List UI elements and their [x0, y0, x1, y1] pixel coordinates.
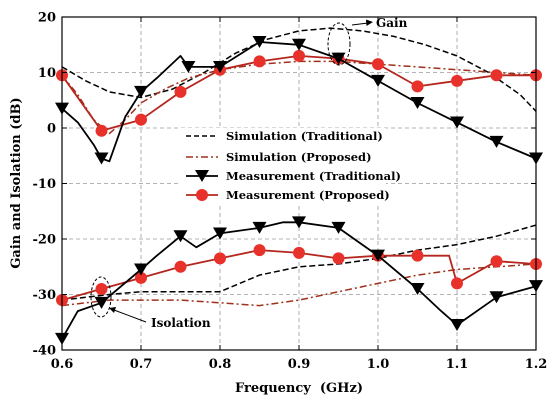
data-point-measurement-proposed	[214, 252, 226, 265]
y-tick-label: -40	[33, 344, 57, 359]
data-point-measurement-traditional	[94, 152, 109, 165]
x-tick-label: 1.2	[525, 357, 548, 372]
isolation-arrow	[113, 309, 147, 323]
legend-item-measurement-proposed: Measurement (Proposed)	[186, 188, 390, 202]
data-point-measurement-proposed	[253, 55, 266, 68]
series-measurement-traditional	[55, 35, 543, 345]
data-point-measurement-traditional	[371, 249, 385, 262]
y-tick-label: -10	[33, 177, 57, 192]
data-point-measurement-proposed	[135, 271, 147, 284]
legend-background	[180, 128, 386, 204]
legend-marker-measurement-traditional	[195, 170, 209, 182]
data-point-measurement-traditional	[213, 227, 227, 240]
data-point-measurement-proposed	[253, 244, 266, 257]
data-point-measurement-traditional	[213, 60, 227, 73]
data-point-measurement-traditional	[371, 74, 385, 87]
y-tick-label: 0	[47, 122, 56, 137]
data-point-measurement-proposed	[372, 58, 384, 71]
data-point-measurement-traditional	[134, 85, 148, 98]
legend-item-simulation-proposed: Simulation (Proposed)	[186, 150, 372, 164]
data-point-measurement-traditional	[450, 319, 464, 332]
isolation-label: Isolation	[151, 316, 211, 330]
x-tick-label: 0.8	[209, 357, 232, 372]
x-tick-label: 0.9	[288, 357, 311, 372]
legend-item-measurement-traditional: Measurement (Traditional)	[186, 169, 401, 183]
x-tick-label: 1.0	[367, 357, 390, 372]
x-tick-label: 0.6	[51, 357, 74, 372]
data-point-measurement-traditional	[331, 221, 346, 234]
legend-label-simulation-proposed: Simulation (Proposed)	[226, 150, 372, 164]
series-line-simulation-proposed-isolation	[61, 263, 537, 307]
y-tick-label: -20	[33, 233, 57, 248]
data-point-measurement-proposed	[451, 74, 463, 87]
legend: Simulation (Traditional) Simulation (Pro…	[180, 128, 401, 204]
data-point-measurement-proposed	[293, 49, 305, 62]
data-point-measurement-traditional	[173, 230, 188, 243]
data-point-measurement-proposed	[451, 277, 463, 290]
data-point-measurement-traditional	[410, 97, 425, 110]
data-point-measurement-traditional	[134, 263, 148, 276]
data-point-measurement-traditional	[450, 116, 464, 129]
isolation-annotation: Isolation	[90, 276, 211, 330]
legend-label-measurement-traditional: Measurement (Traditional)	[226, 169, 401, 183]
data-point-measurement-traditional	[94, 296, 109, 309]
data-point-measurement-proposed	[332, 252, 345, 265]
legend-label-simulation-traditional: Simulation (Traditional)	[226, 129, 383, 143]
data-point-measurement-proposed	[490, 69, 503, 82]
data-point-measurement-proposed	[95, 124, 108, 137]
gain-arrow	[351, 22, 369, 26]
data-point-measurement-traditional	[181, 60, 196, 73]
data-point-measurement-traditional	[292, 216, 306, 229]
y-tick-label: -30	[33, 288, 57, 303]
series-line-simulation-traditional-gain	[61, 27, 537, 112]
data-point-measurement-proposed	[174, 260, 187, 273]
gain-label: Gain	[376, 16, 408, 30]
data-point-measurement-proposed	[490, 255, 503, 268]
data-point-measurement-proposed	[135, 113, 147, 126]
data-point-measurement-traditional	[292, 38, 306, 51]
y-tick-label: 20	[38, 11, 56, 26]
series-line-simulation-traditional-isolation	[61, 224, 537, 301]
isolation-arrow-head	[109, 307, 116, 313]
data-point-measurement-proposed	[95, 282, 108, 295]
x-tick-label: 0.7	[130, 357, 153, 372]
x-axis-title: Frequency (GHz)	[235, 381, 363, 396]
series-measurement-proposed	[56, 49, 542, 307]
series-simulation-traditional	[61, 27, 537, 301]
data-point-measurement-traditional	[489, 135, 504, 148]
data-point-measurement-traditional	[331, 52, 346, 65]
isolation-ellipse	[90, 276, 112, 318]
gain-annotation: Gain	[327, 16, 408, 66]
x-tick-label: 1.1	[446, 357, 469, 372]
data-point-measurement-proposed	[411, 249, 424, 262]
y-tick-label: 10	[38, 66, 56, 81]
data-point-measurement-traditional	[252, 221, 267, 234]
axis-ticks: 0.6 0.7 0.8 0.9 1.0 1.1 1.2 -40 -30 -20 -10 0 10 20	[33, 11, 548, 373]
data-point-measurement-traditional	[489, 291, 504, 304]
data-point-measurement-proposed	[293, 246, 305, 259]
data-point-measurement-proposed	[411, 80, 424, 93]
legend-label-measurement-proposed: Measurement (Proposed)	[226, 188, 390, 202]
gain-arrow-head	[366, 19, 373, 26]
gain-ellipse	[327, 22, 351, 66]
data-point-measurement-traditional	[252, 35, 267, 48]
legend-marker-measurement-proposed	[196, 189, 208, 201]
series-layer	[55, 27, 543, 345]
data-point-measurement-proposed	[174, 85, 187, 98]
data-point-measurement-traditional	[410, 282, 425, 295]
y-axis-title: Gain and Isolation (dB)	[9, 97, 24, 268]
legend-item-simulation-traditional: Simulation (Traditional)	[186, 129, 383, 143]
